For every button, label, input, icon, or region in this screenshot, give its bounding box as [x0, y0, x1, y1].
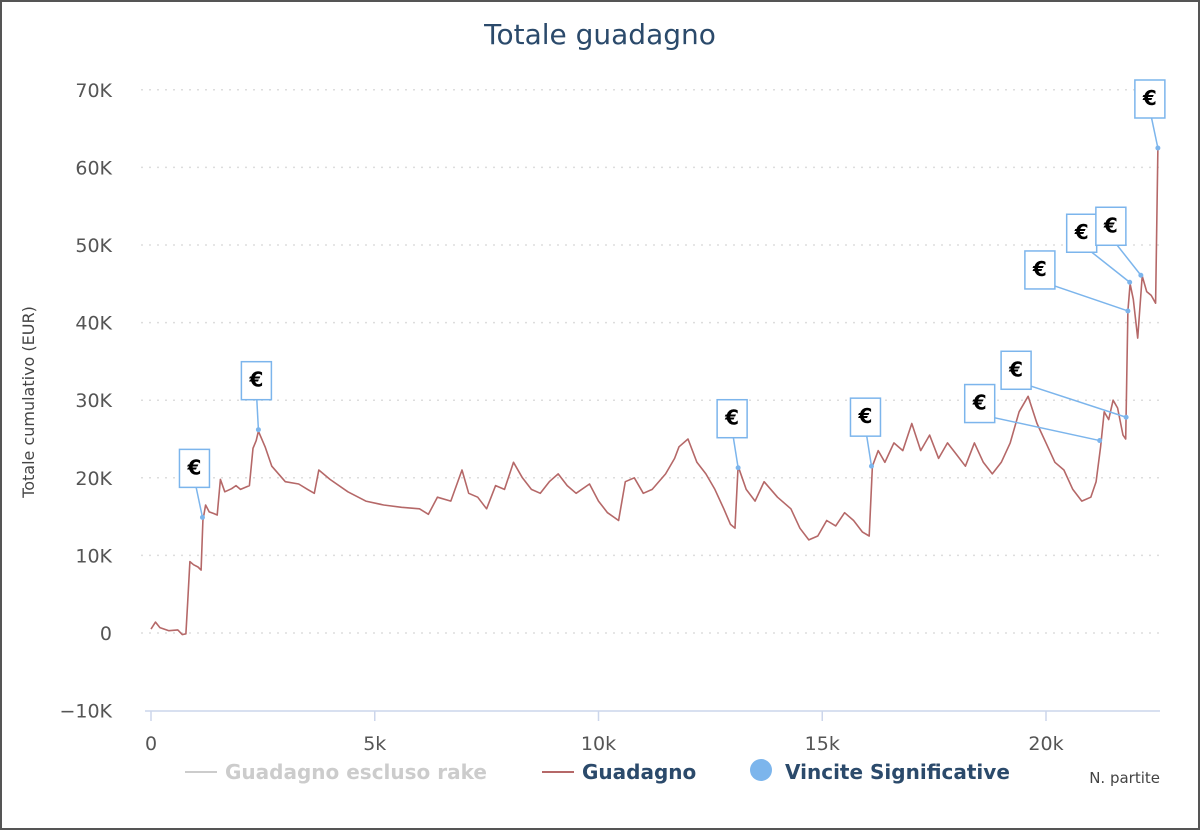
euro-icon: € [972, 391, 987, 415]
win-point [255, 427, 261, 433]
euro-icon: € [1008, 357, 1023, 381]
flag-box [1000, 350, 1032, 391]
win-point [868, 463, 874, 469]
legend-symbol-circle [750, 759, 772, 781]
y-tick-label: 30K [75, 390, 112, 412]
x-axis-label: N. partite [1089, 769, 1160, 787]
euro-icon: € [724, 406, 739, 430]
significant-win-flag[interactable]: € [178, 448, 211, 520]
y-tick-label: −10K [59, 701, 112, 723]
win-point [1155, 145, 1161, 151]
win-point [1138, 272, 1144, 278]
win-point [199, 514, 205, 520]
series-line-guadagno[interactable] [150, 147, 1159, 636]
win-point [1125, 308, 1131, 314]
flag-box [1134, 79, 1166, 119]
flag-box [1024, 250, 1056, 290]
win-point [735, 465, 741, 471]
y-tick-label: 40K [75, 313, 112, 335]
legend-label-guadagno-escluso-rake: Guadagno escluso rake [225, 760, 487, 784]
y-tick-label: 60K [75, 157, 112, 179]
legend-label-vincite-significative: Vincite Significative [785, 760, 1010, 784]
win-point [1097, 438, 1103, 444]
euro-icon: € [1103, 213, 1118, 237]
significant-win-flag[interactable]: € [240, 360, 273, 433]
flag-box [1065, 213, 1098, 253]
y-tick-label: 10K [75, 545, 112, 567]
significant-win-flag[interactable]: € [1095, 206, 1144, 278]
euro-icon: € [1142, 86, 1157, 110]
chart-title: Totale guadagno [483, 18, 716, 51]
significant-win-flag[interactable]: € [849, 397, 882, 469]
flag-box [240, 360, 273, 401]
euro-icon: € [1074, 220, 1089, 244]
flag-connector [979, 413, 1100, 442]
euro-icon: € [248, 368, 263, 392]
x-tick-label: 0 [145, 733, 157, 755]
y-tick-label: 20K [75, 468, 112, 490]
y-tick-label: 70K [75, 80, 112, 102]
y-tick-label: 50K [75, 235, 112, 257]
series-layer [150, 147, 1159, 636]
x-axis: 0 5k 10k 15k 20k [145, 710, 1160, 755]
win-point [1123, 414, 1129, 420]
significant-win-flag[interactable]: € [963, 383, 1103, 444]
y-tick-label: 0 [100, 623, 112, 645]
flag-box [849, 397, 882, 437]
significant-win-flag[interactable]: € [1065, 213, 1133, 285]
euro-icon: € [187, 455, 202, 479]
legend-label-guadagno: Guadagno [582, 760, 696, 784]
significant-win-flag[interactable]: € [716, 398, 748, 471]
flag-box [716, 398, 748, 439]
legend-item-vincite-significative[interactable]: Vincite Significative [750, 759, 1010, 784]
y-axis-label: Totale cumulativo (EUR) [19, 306, 38, 499]
flag-connector [1015, 380, 1127, 418]
euro-icon: € [858, 404, 873, 428]
euro-icon: € [1032, 257, 1047, 281]
x-tick-label: 10k [581, 733, 616, 755]
flag-box [178, 448, 211, 489]
significant-win-flag[interactable]: € [1024, 250, 1131, 314]
significant-win-flag[interactable]: € [1134, 79, 1166, 151]
significant-win-flag[interactable]: € [1000, 350, 1129, 420]
x-tick-label: 20k [1028, 733, 1063, 755]
x-tick-label: 15k [805, 733, 840, 755]
flag-box [963, 383, 996, 424]
significant-wins-layer: € € € € € € € € € € [178, 79, 1166, 520]
legend: Guadagno escluso rake Guadagno Vincite S… [185, 759, 1010, 784]
legend-item-guadagno[interactable]: Guadagno [542, 760, 696, 784]
legend-item-guadagno-escluso-rake[interactable]: Guadagno escluso rake [185, 760, 487, 784]
flag-box [1095, 206, 1127, 247]
win-point [1127, 279, 1133, 285]
x-tick-label: 5k [363, 733, 386, 755]
y-axis-ticks: −10K 0 10K 20K 30K 40K 50K 60K 70K [59, 80, 112, 723]
